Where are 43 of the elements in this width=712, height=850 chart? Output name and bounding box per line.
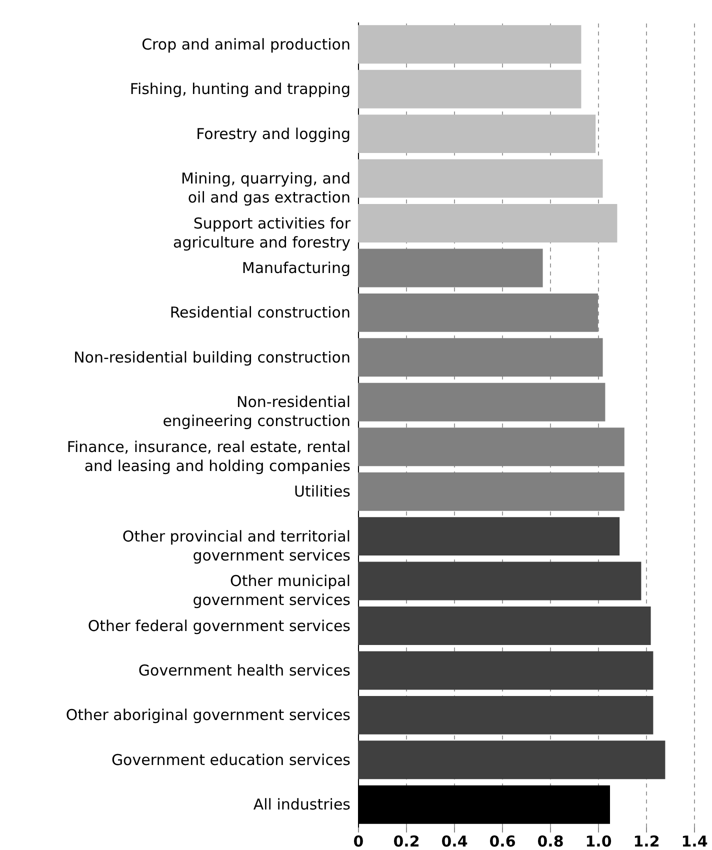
x-tick-label: 0.6 [489,832,516,850]
bar [358,338,603,377]
bar [358,382,606,422]
bar [358,562,642,600]
y-tick-label: Residential construction [170,304,350,322]
y-tick-label: Other federal government services [88,616,351,635]
x-tick-label: 1.2 [633,832,660,850]
y-tick-label: Other provincial and territorial government services [122,527,351,564]
y-tick-label: Crop and animal production [142,35,350,54]
y-tick-label: Government health services [138,661,351,680]
y-tick-label: Other municipal government services [192,572,351,610]
bar [358,740,666,780]
y-tick-label: Non-residential building construction [74,348,350,366]
y-tick-label: Manufacturing [242,258,350,277]
bar [358,70,582,108]
y-tick-label: Government education services [111,750,351,769]
x-tick-label: 0.4 [441,832,468,850]
y-tick-label: Non-residential engineering construction [162,393,350,430]
bar [358,25,582,64]
bar [358,696,654,734]
x-tick-label: 1.4 [681,832,708,850]
x-tick-label: 0.2 [393,832,420,850]
y-tick-label: Fishing, hunting and trapping [130,80,350,98]
x-tick-label: 0.8 [537,832,564,850]
y-tick-label: Forestry and logging [196,124,350,143]
y-tick-label: All industries [253,796,351,814]
bar [358,293,598,332]
bar [358,248,543,288]
x-tick-label: 0 [353,832,364,850]
y-tick-label: Other aboriginal government services [66,706,351,724]
y-tick-label: Mining, quarrying, and oil and gas extraction [181,170,350,207]
bar [358,472,624,511]
bar [358,651,654,690]
bar [358,159,603,198]
y-tick-label: Utilities [294,482,351,501]
y-tick-label: Support activities for agriculture and forestry [173,214,352,252]
x-tick-label: 1.0 [585,832,612,850]
bar [358,428,624,466]
bar [358,204,618,242]
y-tick-label: Finance, insurance, real estate, rental and leasing and holding companies [66,438,351,475]
bar [358,517,620,556]
bar [358,606,651,645]
bar [358,114,596,154]
